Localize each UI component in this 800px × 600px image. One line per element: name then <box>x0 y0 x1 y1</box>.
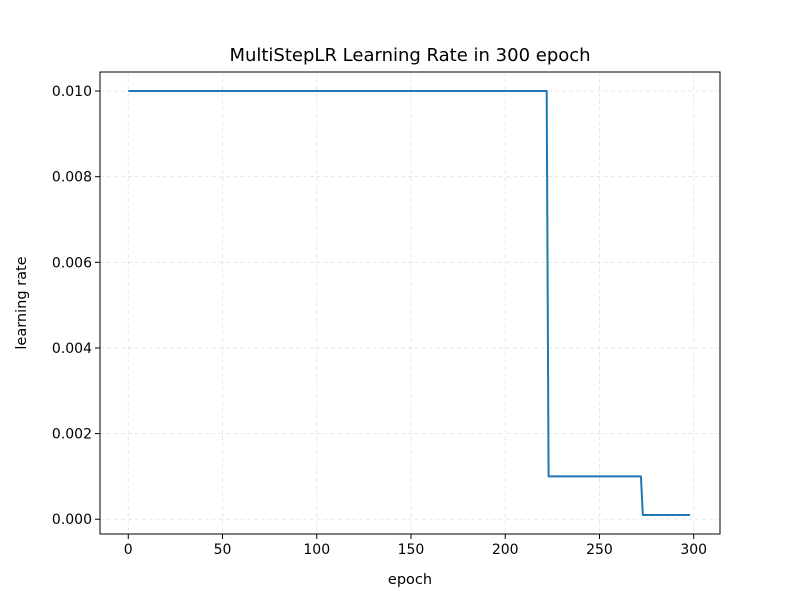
x-tick-label: 150 <box>398 542 425 558</box>
plot-area <box>100 72 720 534</box>
x-tick-label: 0 <box>124 542 133 558</box>
y-tick-label: 0.006 <box>52 255 92 271</box>
x-tick-label: 300 <box>680 542 707 558</box>
series-layer <box>128 90 690 516</box>
y-tick-label: 0.008 <box>52 170 92 186</box>
y-tick-label: 0.010 <box>52 84 92 100</box>
ticks: 0 50 100 150 200 250 300 0.000 0.002 0.004 0.006 0.… <box>52 84 707 558</box>
axes-frame <box>99 71 721 535</box>
learning-rate-line <box>128 90 690 516</box>
x-axis-label: epoch <box>388 572 432 588</box>
x-tick-label: 200 <box>492 542 519 558</box>
y-axis-label: learning rate <box>14 256 30 349</box>
x-tick-label: 250 <box>586 542 613 558</box>
chart-title: MultiStepLR Learning Rate in 300 epoch <box>229 45 590 66</box>
y-tick-label: 0.004 <box>52 341 92 357</box>
x-tick-label: 100 <box>303 542 330 558</box>
y-tick-label: 0.000 <box>52 512 92 528</box>
x-tick-label: 50 <box>214 542 232 558</box>
y-tick-label: 0.002 <box>52 427 92 443</box>
